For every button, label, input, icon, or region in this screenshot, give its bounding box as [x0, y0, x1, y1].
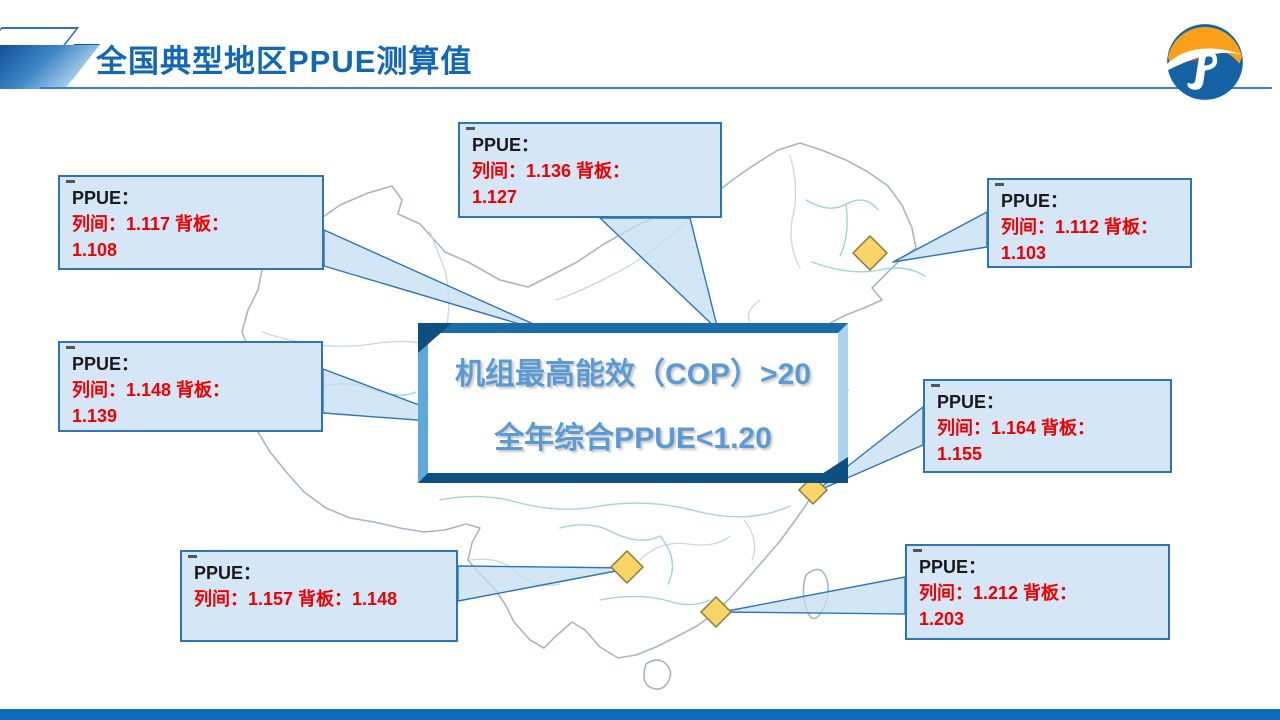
ppue-callout-northwest: PPUE： 列间：1.148 背板： 1.139	[58, 341, 323, 432]
ppue-callout-east: PPUE： 列间：1.164 背板： 1.155	[923, 379, 1172, 473]
ppue-callout-southwest: PPUE： 列间：1.157 背板：1.148	[180, 550, 458, 642]
box-tick-mark	[188, 555, 197, 558]
map-marker-east	[798, 475, 828, 505]
wedge-north-central	[599, 217, 719, 331]
box-tick-mark	[466, 127, 475, 130]
ppue-values: 列间：1.117 背板： 1.108	[72, 214, 230, 260]
ppue-label: PPUE：	[194, 563, 262, 583]
ppue-callout-south: PPUE： 列间：1.212 背板： 1.203	[905, 544, 1170, 640]
hainan-island	[643, 659, 672, 690]
wedge-northeast	[892, 211, 988, 263]
wedge-south	[721, 576, 906, 615]
ppue-callout-north-central: PPUE： 列间：1.136 背板： 1.127	[458, 122, 722, 218]
title-underline	[40, 87, 1272, 89]
map-marker-southwest	[610, 550, 644, 584]
box-tick-mark	[995, 183, 1004, 186]
ppue-values: 列间：1.112 背板： 1.103	[1001, 217, 1159, 263]
page-title: 全国典型地区PPUE测算值	[96, 44, 473, 79]
box-tick-mark	[931, 384, 940, 387]
ppue-values: 列间：1.212 背板： 1.203	[919, 583, 1078, 629]
summary-line-ppue: 全年综合PPUE<1.20	[494, 422, 772, 455]
ppue-values: 列间：1.164 背板： 1.155	[937, 418, 1096, 464]
box-tick-mark	[66, 346, 75, 349]
company-logo-icon	[1165, 24, 1245, 100]
ppue-label: PPUE：	[937, 392, 1005, 412]
ppue-values: 列间：1.148 背板： 1.139	[72, 380, 231, 426]
map-markers	[610, 235, 888, 628]
summary-line-cop: 机组最高能效（COP）>20	[455, 358, 811, 391]
map-marker-south	[700, 596, 732, 628]
box-tick-mark	[913, 549, 922, 552]
banner-corner	[808, 457, 848, 483]
wedge-southwest	[457, 565, 633, 602]
summary-banner: 机组最高能效（COP）>20 全年综合PPUE<1.20	[418, 323, 848, 483]
ppue-label: PPUE：	[72, 188, 140, 208]
ppue-values: 列间：1.157 背板：1.148	[194, 589, 398, 609]
river-lines	[299, 199, 926, 606]
ppue-label: PPUE：	[472, 135, 540, 155]
box-tick-mark	[66, 180, 75, 183]
ppue-callout-north: PPUE： 列间：1.117 背板： 1.108	[58, 175, 324, 270]
ppue-label: PPUE：	[72, 354, 140, 374]
ppue-values: 列间：1.136 背板： 1.127	[472, 161, 631, 207]
ppue-label: PPUE：	[1001, 191, 1069, 211]
map-marker-northeast	[852, 235, 888, 271]
banner-corner	[418, 323, 452, 353]
ppue-callout-northeast: PPUE： 列间：1.112 背板： 1.103	[987, 178, 1192, 268]
ppue-label: PPUE：	[919, 557, 987, 577]
slide-footer-bar	[0, 709, 1280, 720]
wedge-north	[323, 229, 561, 337]
